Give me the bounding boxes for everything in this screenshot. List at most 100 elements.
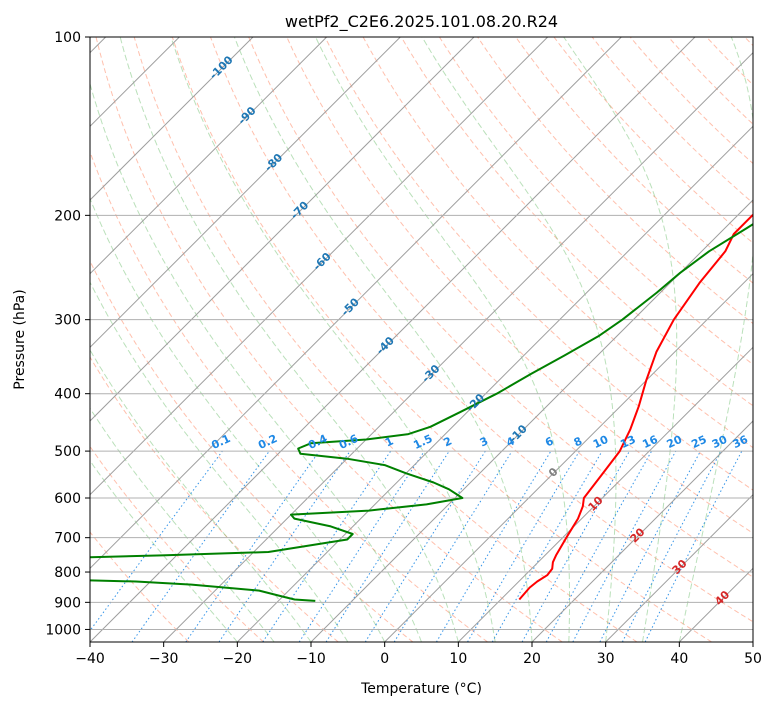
x-tick-label: 30 (597, 651, 615, 667)
dry-adiabat (400, 37, 753, 407)
isotherm-label: 20 (628, 525, 648, 545)
moist-adiabat (90, 197, 386, 642)
dry-adiabats (90, 24, 775, 642)
x-tick-label: −30 (149, 651, 179, 667)
isotherm-label: -90 (235, 104, 258, 127)
chart-title: wetPf2_C2E6.2025.101.08.20.R24 (285, 12, 558, 32)
y-axis-label: Pressure (hPa) (12, 289, 28, 389)
dry-adiabat (90, 531, 190, 642)
temperature-line (518, 213, 753, 601)
y-tick-label: 100 (54, 30, 81, 46)
moist-adiabat (678, 37, 753, 642)
moist-adiabat (90, 281, 349, 642)
isotherm (90, 37, 622, 570)
sounding-series (90, 213, 753, 602)
mixing-ratio-line (545, 450, 653, 642)
dry-adiabat (477, 37, 753, 325)
mixing-ratio-label: 36 (731, 433, 751, 451)
mixing-ratio-line (298, 450, 425, 642)
isotherm-label: 30 (670, 557, 690, 577)
moist-adiabat (315, 37, 570, 642)
mixing-ratio-label: 0.4 (306, 432, 329, 452)
isotherm-label: -70 (288, 198, 311, 221)
mixing-ratio-line (644, 450, 743, 642)
mixing-ratio-line (131, 450, 270, 642)
dry-adiabat (95, 37, 563, 642)
y-tick-label: 900 (54, 595, 81, 611)
isotherms (90, 37, 753, 642)
isotherm-label: -100 (207, 53, 236, 82)
x-tick-label: −40 (75, 651, 105, 667)
mixing-ratio-line (467, 450, 580, 642)
y-tick-label: 800 (54, 565, 81, 581)
isotherm (384, 272, 753, 642)
mixing-ratio-line (435, 450, 552, 642)
mixing-ratio-line (572, 450, 677, 642)
pressure-gridlines (90, 37, 753, 630)
isotherm-label: -30 (419, 362, 442, 385)
y-tick-label: 700 (54, 531, 81, 547)
y-tick-label: 1000 (45, 622, 81, 638)
isotherm (90, 37, 475, 422)
x-tick-label: 40 (670, 651, 688, 667)
dewpoint-line (90, 223, 753, 602)
x-tick-label: −10 (296, 651, 326, 667)
mixing-ratio-label: 16 (640, 433, 660, 451)
mixing-ratio-line (521, 450, 630, 642)
mixing-ratio-label: 2 (442, 434, 454, 449)
moist-adiabat (90, 459, 238, 642)
isotherm-label: 10 (586, 494, 606, 514)
isotherm (752, 641, 753, 642)
dry-adiabat (248, 37, 753, 578)
dry-adiabat (770, 24, 775, 642)
y-axis: 100 200 300 400 500 600 700 800 900 1000 (45, 30, 90, 638)
isotherm (90, 37, 328, 275)
moist-adiabat (170, 37, 496, 642)
isotherm (236, 125, 753, 642)
moist-adiabat (233, 37, 533, 642)
dry-adiabat (744, 37, 753, 47)
dry-adiabat (133, 37, 638, 642)
mixing-ratio-line (90, 450, 223, 632)
dry-adiabat (324, 37, 753, 491)
mixing-ratio-label: 30 (710, 433, 730, 451)
x-tick-label: 20 (523, 651, 541, 667)
moist-adiabat (90, 82, 422, 642)
mixing-ratio-label: 10 (591, 433, 611, 451)
mixing-ratio-label: 20 (665, 433, 685, 451)
mixing-ratio-label: 6 (543, 434, 556, 449)
dry-adiabat (171, 37, 712, 642)
isotherm (90, 37, 401, 349)
y-tick-label: 400 (54, 387, 81, 403)
x-tick-label: −20 (223, 651, 253, 667)
isotherm (605, 493, 753, 642)
moist-adiabat (119, 37, 459, 642)
isotherm-label: -20 (464, 391, 487, 414)
plot-frame (89, 36, 754, 643)
y-tick-label: 500 (54, 444, 81, 460)
dry-adiabat (667, 37, 753, 125)
mixing-ratio-line (218, 450, 351, 642)
dry-adiabat (90, 445, 264, 642)
x-tick-label: 10 (449, 651, 467, 667)
isotherm (163, 51, 753, 642)
mixing-ratio-label: 0.1 (209, 432, 232, 452)
isotherm (457, 346, 753, 642)
dry-adiabat (591, 37, 753, 204)
moist-adiabat (421, 37, 617, 642)
isotherm-label: -60 (311, 250, 334, 273)
isotherm (678, 567, 753, 642)
mixing-ratio-label: 25 (689, 433, 708, 451)
moist-adiabat (563, 37, 678, 642)
isotherm-label: -40 (374, 334, 397, 357)
isotherm (531, 420, 753, 642)
x-tick-label: 0 (380, 651, 389, 667)
dry-adiabat (90, 259, 414, 642)
x-axis: −40 −30 −20 −10 0 10 20 30 40 50 (75, 642, 762, 667)
dry-adiabat (286, 37, 753, 534)
isotherm-label: -50 (339, 295, 362, 318)
x-axis-label: Temperature (°C) (360, 681, 482, 697)
mixing-ratio-lines (90, 450, 743, 642)
isotherm-label: -80 (262, 151, 285, 174)
